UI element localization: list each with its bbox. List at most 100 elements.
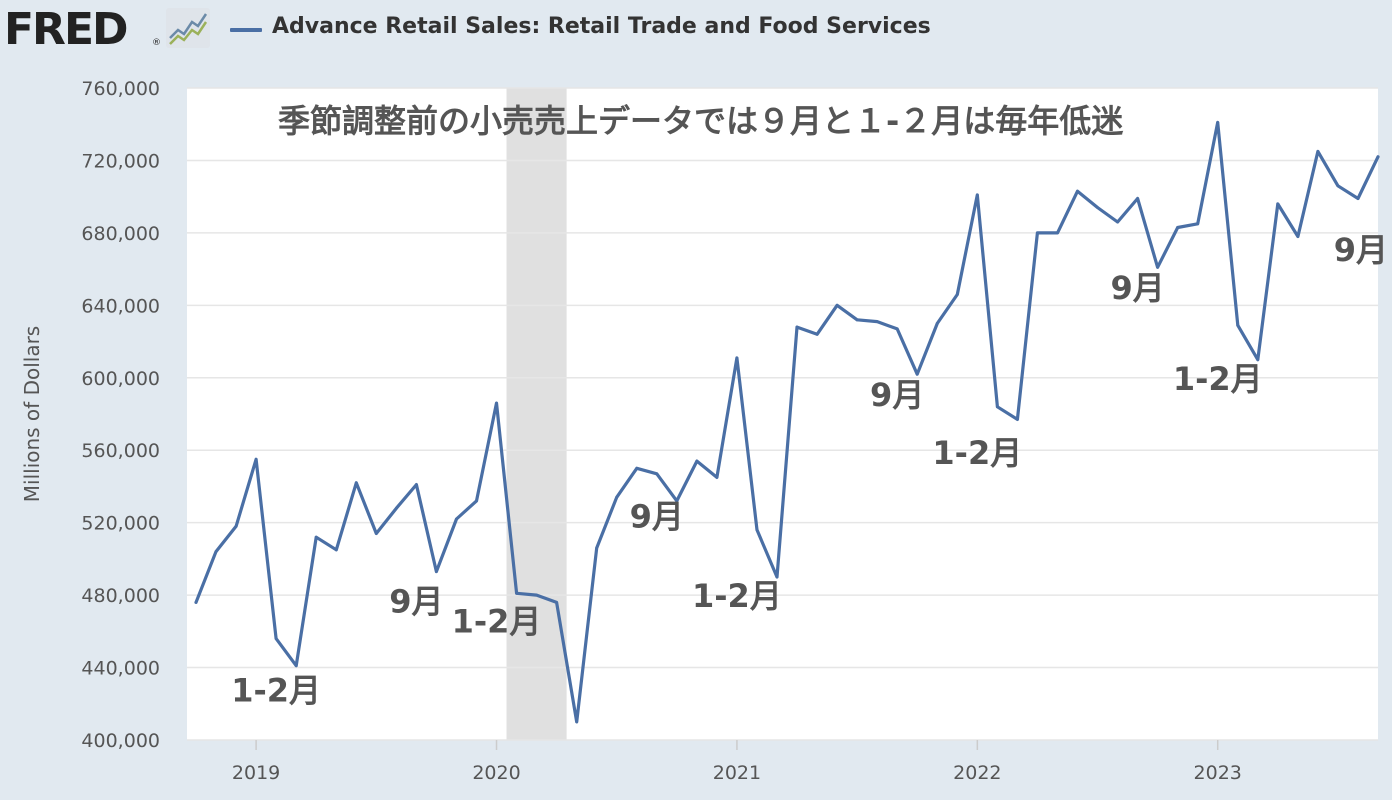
data-point	[1196, 222, 1200, 226]
fred-chart-icon	[166, 8, 210, 48]
data-point	[1015, 418, 1019, 421]
chart-title: 季節調整前の小売売上データでは９月と１-２月は毎年低迷	[278, 102, 1124, 140]
data-point	[1116, 220, 1119, 224]
annotation-label: 1-2月	[692, 577, 782, 615]
y-tick-label: 440,000	[81, 658, 160, 680]
data-point	[595, 546, 599, 550]
annotation-label: 9月	[870, 376, 924, 414]
data-point	[895, 327, 899, 331]
series-layer	[194, 120, 1380, 724]
plot-area	[187, 88, 1378, 740]
data-point	[1176, 226, 1180, 229]
y-tick-label: 520,000	[81, 513, 160, 535]
data-point	[475, 499, 478, 503]
data-point	[955, 293, 959, 296]
data-point	[695, 459, 699, 463]
y-tick-label: 760,000	[81, 78, 160, 100]
data-point	[354, 481, 358, 485]
data-point	[1096, 206, 1099, 209]
data-point	[435, 570, 438, 573]
data-point	[555, 600, 559, 604]
data-point	[194, 600, 198, 604]
fred-logo[interactable]: FRED	[4, 4, 129, 55]
y-axis-ticks: 400,000 440,000 480,000 520,000 560,000 600,0…	[81, 78, 160, 752]
data-point	[655, 472, 659, 476]
data-point	[374, 532, 378, 535]
legend-swatch	[230, 28, 262, 32]
data-point	[735, 356, 739, 360]
x-tick-label: 2022	[953, 762, 1001, 784]
data-point	[1276, 202, 1280, 206]
y-tick-label: 400,000	[81, 730, 160, 752]
annotation-label: 1-2月	[452, 602, 542, 640]
y-tick-label: 600,000	[81, 368, 160, 390]
data-point	[855, 318, 859, 322]
data-point	[1156, 265, 1160, 269]
data-point	[455, 517, 458, 521]
data-point	[1256, 358, 1260, 362]
y-axis-title: Millions of Dollars	[20, 326, 44, 502]
data-point	[1136, 197, 1139, 200]
data-point	[755, 528, 759, 532]
x-tick-label: 2021	[713, 762, 761, 784]
data-point	[635, 466, 639, 470]
data-point	[254, 457, 258, 461]
data-point	[1296, 235, 1300, 238]
data-point	[775, 575, 779, 579]
data-point	[975, 193, 979, 197]
data-point	[535, 593, 538, 597]
data-point	[1036, 231, 1039, 235]
data-point	[314, 535, 318, 539]
recession-band	[506, 88, 567, 740]
data-point	[1056, 231, 1059, 235]
data-point	[795, 325, 799, 329]
logo-registered-mark: ®	[152, 38, 161, 48]
chart-header: FRED ® Advance Retail Sales: Retail Trad…	[0, 0, 1392, 60]
y-tick-label: 560,000	[81, 440, 160, 462]
annotation-label: 1-2月	[1173, 360, 1263, 398]
annotation-label: 9月	[1334, 231, 1388, 269]
data-point	[1216, 121, 1220, 124]
data-point	[875, 320, 879, 324]
data-point	[575, 720, 579, 724]
data-point	[1336, 184, 1340, 188]
x-tick-label: 2023	[1194, 762, 1242, 784]
annotation-label: 1-2月	[932, 434, 1022, 472]
y-tick-label: 480,000	[81, 585, 160, 607]
data-point	[615, 495, 619, 499]
data-point	[815, 332, 819, 336]
annotation-label: 9月	[1110, 269, 1164, 307]
data-point	[915, 372, 919, 376]
data-point	[294, 664, 298, 668]
data-point	[1316, 149, 1320, 153]
data-point	[234, 524, 238, 528]
y-tick-label: 640,000	[81, 295, 160, 317]
data-point	[935, 322, 939, 325]
series-line	[194, 120, 1380, 724]
x-tick-label: 2019	[232, 762, 280, 784]
data-point	[334, 548, 338, 552]
data-point	[1076, 189, 1079, 193]
data-point	[675, 499, 679, 503]
data-point	[1236, 323, 1240, 327]
data-point	[1356, 197, 1360, 200]
legend-label[interactable]: Advance Retail Sales: Retail Trade and F…	[272, 14, 931, 39]
data-point	[214, 550, 218, 554]
data-point	[515, 591, 518, 595]
data-point	[495, 401, 498, 405]
y-tick-label: 720,000	[81, 150, 160, 172]
annotation-label: 9月	[389, 583, 443, 621]
data-point	[995, 405, 999, 409]
data-point	[274, 637, 278, 640]
recession-band-layer	[506, 88, 567, 740]
data-point	[835, 303, 839, 307]
x-axis-ticks: 2019 2020 2021 2022 2023	[232, 740, 1242, 784]
data-point	[394, 506, 398, 510]
data-point	[715, 475, 719, 479]
y-tick-label: 680,000	[81, 223, 160, 245]
annotation-label: 9月	[630, 497, 684, 535]
x-tick-label: 2020	[472, 762, 520, 784]
data-point	[414, 483, 418, 487]
